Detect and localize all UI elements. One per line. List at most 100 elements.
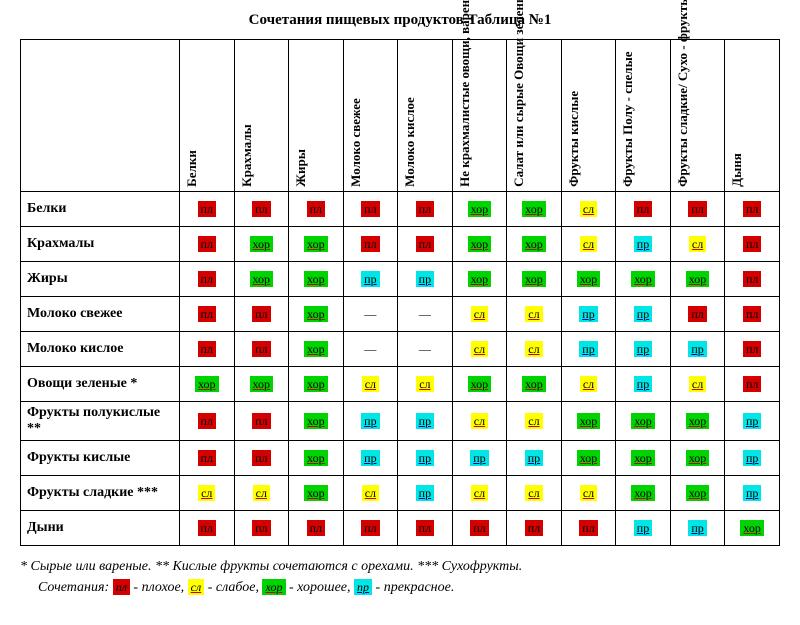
data-cell: пр [670, 511, 725, 546]
data-cell: сл [452, 402, 507, 441]
combo-badge: пл [743, 306, 761, 322]
data-cell: хор [616, 476, 671, 511]
column-header-label: Крахмалы [240, 171, 254, 187]
data-cell: сл [561, 227, 616, 262]
combo-badge: пр [634, 236, 652, 252]
table-row: Овощи зеленые *хорхорхорслслхорхорслпрсл… [21, 367, 780, 402]
combo-badge: хор [304, 306, 328, 322]
data-cell: — [398, 332, 453, 367]
data-cell: пр [616, 297, 671, 332]
data-cell: пл [398, 227, 453, 262]
data-cell: хор [289, 367, 344, 402]
data-cell: хор [234, 262, 289, 297]
combo-badge: пр [634, 306, 652, 322]
table-row: Белкиплплплплплхорхорслплплпл [21, 192, 780, 227]
data-cell: пр [343, 262, 398, 297]
combo-badge: сл [689, 236, 706, 252]
legend-text: - хорошее, [286, 580, 355, 595]
combo-badge: пл [198, 271, 216, 287]
column-header: Фрукты Полу - спелые [616, 40, 671, 192]
data-cell: пл [234, 511, 289, 546]
column-header: Белки [180, 40, 235, 192]
combo-badge: хор [250, 376, 274, 392]
data-cell: пл [180, 192, 235, 227]
data-cell: пл [670, 192, 725, 227]
legend-badge: хор [262, 579, 285, 595]
combo-badge: хор [304, 450, 328, 466]
combo-badge: пл [525, 520, 543, 536]
combo-badge: пл [743, 201, 761, 217]
column-header: Салат или сырые Овощи зеленые [507, 40, 562, 192]
column-header-label: Белки [185, 171, 199, 187]
combo-badge: пл [198, 236, 216, 252]
data-cell: пл [180, 262, 235, 297]
data-cell: хор [289, 402, 344, 441]
data-cell: пл [180, 332, 235, 367]
data-cell: хор [616, 262, 671, 297]
data-cell: хор [452, 227, 507, 262]
combo-badge: пл [361, 520, 379, 536]
table-row: Молоко свежееплплхор——слслпрпрплпл [21, 297, 780, 332]
data-cell: хор [507, 262, 562, 297]
combo-badge: хор [686, 485, 710, 501]
combo-badge: сл [525, 341, 542, 357]
combo-badge: пл [416, 520, 434, 536]
data-cell: хор [507, 227, 562, 262]
data-cell: сл [507, 297, 562, 332]
combo-badge: хор [304, 341, 328, 357]
combo-badge: хор [468, 201, 492, 217]
data-cell: — [343, 332, 398, 367]
combo-badge: пл [252, 450, 270, 466]
legend-badge: пр [354, 579, 372, 595]
column-header-label: Фрукты Полу - спелые [621, 171, 635, 187]
data-cell: пр [561, 332, 616, 367]
combo-badge: пл [634, 201, 652, 217]
legend-badge: сл [188, 579, 205, 595]
legend-text: - прекрасное. [372, 580, 454, 595]
row-label: Фрукты сладкие *** [21, 476, 180, 511]
combo-badge: сл [362, 485, 379, 501]
combo-badge: пл [743, 236, 761, 252]
data-cell: пл [343, 511, 398, 546]
data-cell: пр [507, 441, 562, 476]
combo-badge: пр [416, 485, 434, 501]
data-cell: хор [289, 227, 344, 262]
data-cell: сл [507, 332, 562, 367]
data-cell: пр [616, 332, 671, 367]
combo-badge: — [416, 306, 434, 322]
food-combination-table: БелкиКрахмалыЖирыМолоко свежееМолоко кис… [20, 39, 780, 546]
combo-badge: пр [743, 450, 761, 466]
data-cell: сл [234, 476, 289, 511]
data-cell: хор [616, 402, 671, 441]
combo-badge: хор [631, 450, 655, 466]
data-cell: сл [561, 192, 616, 227]
data-cell: пр [398, 262, 453, 297]
data-cell: пл [180, 227, 235, 262]
data-cell: пл [289, 192, 344, 227]
row-label: Фрукты кислые [21, 441, 180, 476]
data-cell: хор [670, 441, 725, 476]
table-row: Фрукты сладкие ***слслхорслпрслслслхорхо… [21, 476, 780, 511]
data-cell: хор [452, 262, 507, 297]
data-cell: пл [398, 511, 453, 546]
combo-badge: сл [471, 413, 488, 429]
row-label: Молоко кислое [21, 332, 180, 367]
data-cell: пл [725, 227, 780, 262]
data-cell: пр [398, 476, 453, 511]
column-header: Не крахмалистые овощи, вареные [452, 40, 507, 192]
combo-badge: хор [250, 236, 274, 252]
combo-badge: хор [740, 520, 764, 536]
combo-badge: сл [471, 485, 488, 501]
combo-badge: пр [525, 450, 543, 466]
combo-badge: сл [362, 376, 379, 392]
data-cell: хор [234, 367, 289, 402]
combo-badge: пр [416, 413, 434, 429]
table-row: Молоко кислоеплплхор——слслпрпрпрпл [21, 332, 780, 367]
combo-badge: хор [195, 376, 219, 392]
combo-badge: пр [634, 520, 652, 536]
data-cell: хор [452, 192, 507, 227]
combo-badge: хор [522, 271, 546, 287]
data-cell: пр [398, 402, 453, 441]
combo-badge: пл [743, 271, 761, 287]
data-cell: пл [180, 441, 235, 476]
